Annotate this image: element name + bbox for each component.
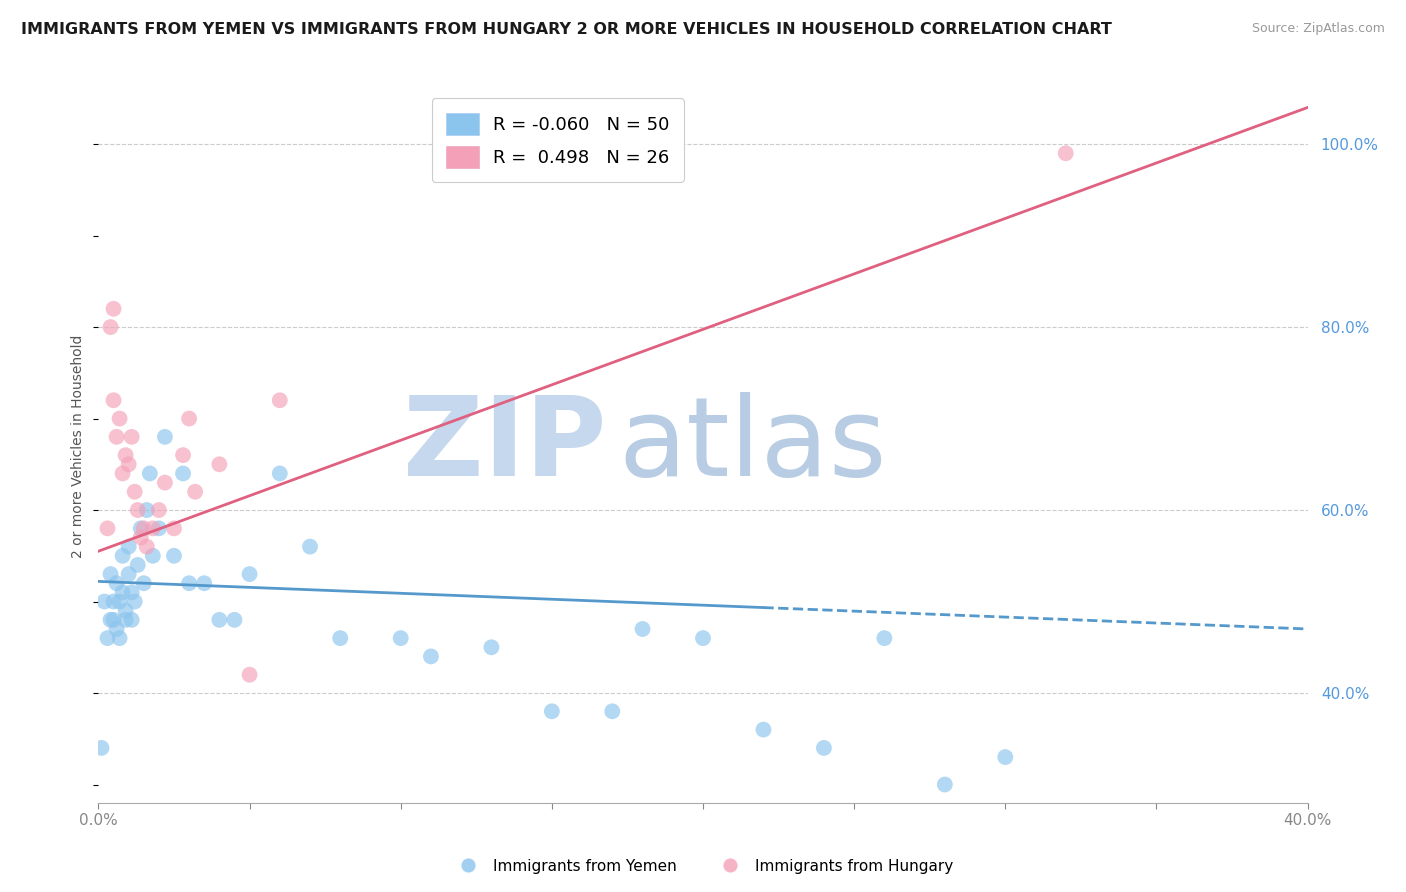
Point xyxy=(142,521,165,535)
Point xyxy=(132,521,155,535)
Point xyxy=(90,740,112,755)
Point xyxy=(121,585,143,599)
Legend: R = -0.060   N = 50, R =  0.498   N = 26: R = -0.060 N = 50, R = 0.498 N = 26 xyxy=(432,98,683,182)
Point xyxy=(129,521,152,535)
Point xyxy=(111,467,134,481)
Point xyxy=(1054,146,1077,161)
Point xyxy=(135,503,157,517)
Point xyxy=(752,723,775,737)
Point xyxy=(103,393,125,408)
Text: IMMIGRANTS FROM YEMEN VS IMMIGRANTS FROM HUNGARY 2 OR MORE VEHICLES IN HOUSEHOLD: IMMIGRANTS FROM YEMEN VS IMMIGRANTS FROM… xyxy=(21,22,1112,37)
Point xyxy=(389,631,412,645)
Point xyxy=(100,567,122,582)
Point xyxy=(103,594,125,608)
Point xyxy=(481,640,503,655)
Point xyxy=(163,549,186,563)
Point xyxy=(873,631,896,645)
Point xyxy=(127,503,149,517)
Point xyxy=(139,467,162,481)
Point xyxy=(93,594,115,608)
Point xyxy=(100,320,122,334)
Point xyxy=(127,558,149,572)
Point xyxy=(124,484,146,499)
Point xyxy=(96,521,118,535)
Point xyxy=(118,567,141,582)
Point xyxy=(239,567,262,582)
Legend: Immigrants from Yemen, Immigrants from Hungary: Immigrants from Yemen, Immigrants from H… xyxy=(447,853,959,880)
Point xyxy=(420,649,443,664)
Point xyxy=(105,576,128,591)
Point xyxy=(148,521,170,535)
Point xyxy=(96,631,118,645)
Point xyxy=(692,631,714,645)
Point xyxy=(193,576,215,591)
Text: ZIP: ZIP xyxy=(404,392,606,500)
Point xyxy=(105,430,128,444)
Point xyxy=(121,430,143,444)
Point xyxy=(142,549,165,563)
Point xyxy=(172,467,194,481)
Point xyxy=(813,740,835,755)
Point xyxy=(111,549,134,563)
Point xyxy=(108,411,131,425)
Point xyxy=(105,622,128,636)
Y-axis label: 2 or more Vehicles in Household: 2 or more Vehicles in Household xyxy=(72,334,86,558)
Point xyxy=(129,531,152,545)
Point xyxy=(103,301,125,316)
Point xyxy=(163,521,186,535)
Point xyxy=(114,448,136,462)
Point xyxy=(224,613,246,627)
Text: atlas: atlas xyxy=(619,392,887,500)
Point xyxy=(934,777,956,791)
Point xyxy=(179,411,201,425)
Point xyxy=(172,448,194,462)
Point xyxy=(114,604,136,618)
Point xyxy=(108,594,131,608)
Point xyxy=(118,540,141,554)
Point xyxy=(994,750,1017,764)
Text: Source: ZipAtlas.com: Source: ZipAtlas.com xyxy=(1251,22,1385,36)
Point xyxy=(269,467,291,481)
Point xyxy=(329,631,352,645)
Point xyxy=(114,613,136,627)
Point xyxy=(121,613,143,627)
Point xyxy=(184,484,207,499)
Point xyxy=(299,540,322,554)
Point xyxy=(153,430,176,444)
Point xyxy=(153,475,176,490)
Point xyxy=(208,458,231,472)
Point xyxy=(148,503,170,517)
Point xyxy=(111,585,134,599)
Point xyxy=(631,622,654,636)
Point xyxy=(602,704,624,718)
Point xyxy=(239,667,262,681)
Point xyxy=(108,631,131,645)
Point xyxy=(540,704,562,718)
Point xyxy=(118,458,141,472)
Point xyxy=(103,613,125,627)
Point xyxy=(269,393,291,408)
Point xyxy=(124,594,146,608)
Point xyxy=(179,576,201,591)
Point xyxy=(208,613,231,627)
Point xyxy=(132,576,155,591)
Point xyxy=(100,613,122,627)
Point xyxy=(135,540,157,554)
